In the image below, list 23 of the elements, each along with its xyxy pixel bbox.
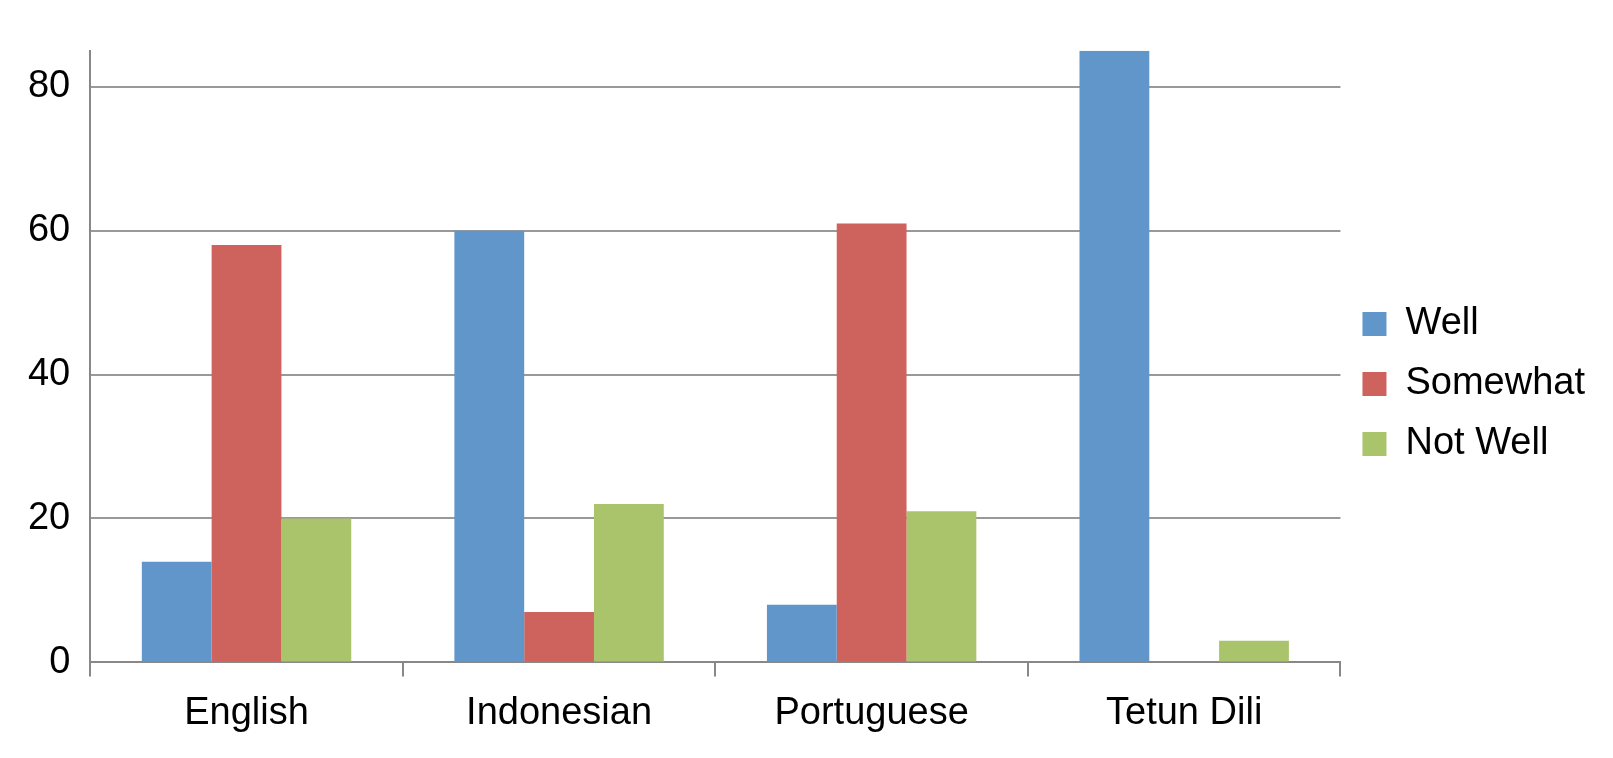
- bar: [141, 561, 212, 662]
- bar: [524, 612, 594, 662]
- y-tick-label: 20: [27, 494, 71, 537]
- x-tick-label: English: [184, 689, 309, 732]
- y-tick-label: 40: [27, 351, 71, 394]
- legend-label: Somewhat: [1405, 360, 1586, 403]
- y-tick-label: 0: [49, 638, 71, 681]
- x-tick-label: Indonesian: [466, 689, 653, 732]
- bar: [906, 511, 977, 662]
- bar: [281, 518, 352, 662]
- legend-label: Not Well: [1405, 420, 1549, 463]
- bar: [836, 223, 907, 662]
- x-tick-label: Tetun Dili: [1106, 689, 1263, 732]
- x-tick-label: Portuguese: [774, 689, 969, 732]
- bar: [1079, 50, 1150, 662]
- y-tick-label: 60: [27, 207, 71, 250]
- bar: [1219, 640, 1289, 662]
- bar: [766, 604, 837, 662]
- bar: [211, 245, 282, 662]
- y-tick-label: 80: [27, 63, 71, 106]
- bar: [454, 230, 525, 662]
- legend-label: Well: [1405, 300, 1479, 343]
- bar: [593, 504, 664, 662]
